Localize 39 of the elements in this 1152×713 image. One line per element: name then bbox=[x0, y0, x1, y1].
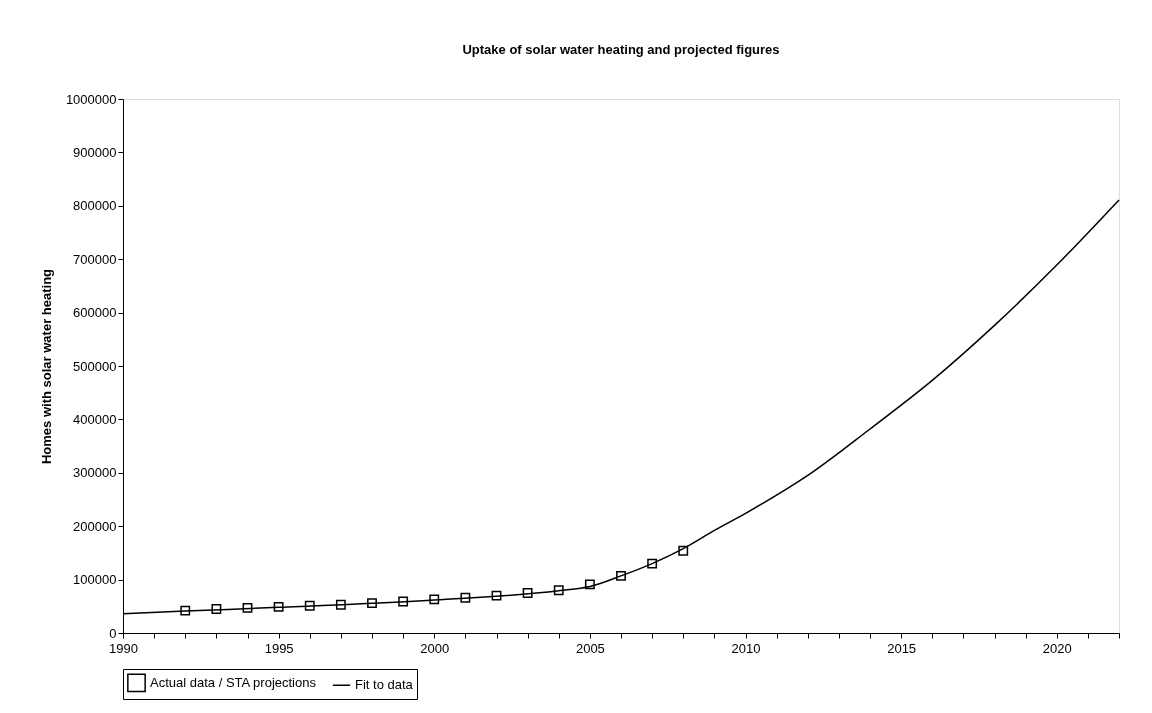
x-tick-label: 2020 bbox=[1042, 640, 1072, 656]
point bbox=[304, 600, 315, 611]
y-tick-label: 800000 bbox=[73, 198, 117, 214]
point bbox=[180, 605, 191, 616]
legend-label: Fit to data bbox=[355, 677, 414, 693]
y-tick-label: 300000 bbox=[73, 465, 117, 481]
y-tick-label: 900000 bbox=[73, 144, 117, 160]
y-tick-label: 400000 bbox=[73, 411, 117, 427]
y-tick-label: 100000 bbox=[73, 572, 117, 588]
point bbox=[553, 585, 564, 596]
point bbox=[491, 590, 502, 601]
point bbox=[367, 598, 377, 609]
x-tick-label: 1995 bbox=[264, 640, 294, 656]
point bbox=[335, 599, 346, 610]
point bbox=[522, 588, 533, 598]
point bbox=[211, 604, 222, 614]
point bbox=[398, 596, 409, 607]
legend-label: Actual data / STA projections bbox=[150, 674, 317, 690]
x-tick-label: 2000 bbox=[420, 640, 450, 656]
point bbox=[242, 602, 253, 613]
y-tick-label: 200000 bbox=[73, 518, 117, 534]
point bbox=[584, 579, 595, 590]
x-tick-label: 1990 bbox=[109, 640, 138, 656]
x-tick-label: 2005 bbox=[575, 640, 605, 656]
x-tick-label: 2015 bbox=[887, 640, 917, 656]
point bbox=[678, 545, 689, 556]
y-tick-label: 600000 bbox=[73, 305, 117, 321]
point bbox=[273, 601, 284, 612]
point bbox=[647, 558, 658, 569]
y-axis-title: Homes with solar water heating bbox=[38, 268, 54, 465]
point bbox=[616, 570, 626, 581]
x-tick-label: 2010 bbox=[731, 640, 761, 656]
y-tick-label: 1000000 bbox=[65, 91, 117, 107]
y-tick-label: 500000 bbox=[73, 358, 117, 374]
point bbox=[460, 592, 471, 603]
chart-title: Uptake of solar water heating and projected figures bbox=[462, 42, 780, 57]
y-tick-label: 700000 bbox=[73, 251, 117, 267]
y-tick-label: 0 bbox=[109, 625, 117, 641]
point bbox=[429, 594, 440, 605]
